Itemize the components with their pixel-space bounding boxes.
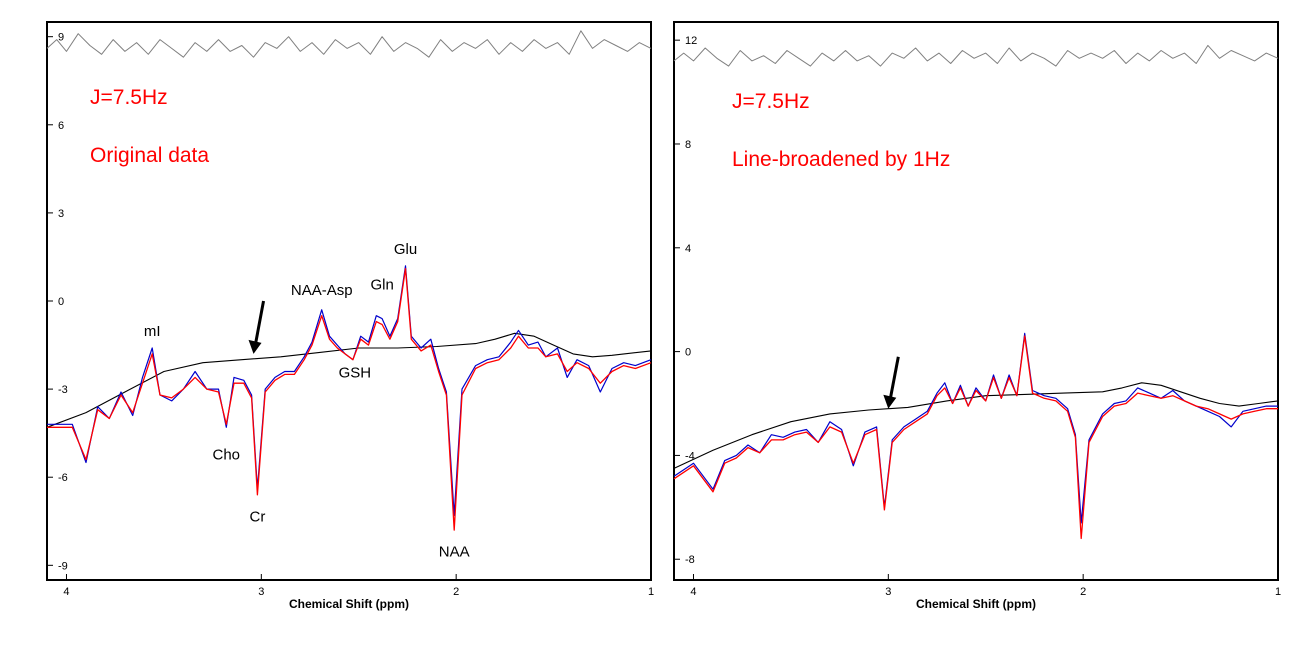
left-spectrum-panel: 9 6 3 0 -3 -6 -9 4 3 2 1 mI Cho Cr NAA-Asp Gln Glu GSH N… <box>46 21 654 611</box>
left-x-axis-label: Chemical Shift (ppm) <box>289 597 409 611</box>
left-y-tick-label: -3 <box>58 384 68 396</box>
left-annotation-j: J=7.5Hz <box>90 86 168 109</box>
right-y-tick-label: 8 <box>685 139 691 151</box>
right-arrow-marker <box>883 356 900 409</box>
right-x-tick-label: 1 <box>1275 586 1281 598</box>
left-series-group <box>46 30 652 531</box>
left-y-tick-label: 9 <box>58 32 64 44</box>
left-y-tick-label: 3 <box>58 208 64 220</box>
peak-label-gln: Gln <box>370 276 393 293</box>
right-baseline-line <box>673 382 1279 469</box>
peak-label-mi: mI <box>144 323 161 340</box>
left-x-axis: 4 3 2 1 <box>63 574 654 598</box>
peak-label-naa: NAA <box>439 544 470 561</box>
peak-label-cr: Cr <box>250 508 266 525</box>
peak-label-cho: Cho <box>212 447 240 464</box>
right-x-tick-label: 3 <box>885 586 891 598</box>
peak-label-glu: Glu <box>394 241 417 258</box>
right-x-tick-label: 4 <box>690 586 696 598</box>
left-y-axis: 9 6 3 0 -3 -6 -9 <box>47 32 68 572</box>
right-spectrum-panel: 12 8 4 0 -4 -8 4 3 2 1 J=7.5Hz Line-broadened by… <box>673 21 1281 611</box>
right-x-axis: 4 3 2 1 <box>690 574 1281 598</box>
right-y-tick-label: -4 <box>685 450 695 462</box>
left-y-tick-label: 6 <box>58 120 64 132</box>
peak-label-gsh: GSH <box>339 364 372 381</box>
right-y-tick-label: -8 <box>685 554 695 566</box>
right-plot-frame <box>673 21 1279 581</box>
left-y-tick-label: -9 <box>58 560 68 572</box>
right-arrow-head <box>883 394 897 409</box>
left-arrow-marker <box>248 300 266 354</box>
right-x-tick-label: 2 <box>1080 586 1086 598</box>
left-arrow-shaft <box>254 300 266 345</box>
right-residual-line <box>673 44 1279 67</box>
left-x-tick-label: 1 <box>648 586 654 598</box>
right-model-fit-line <box>673 335 1278 540</box>
left-plot-frame <box>46 21 652 581</box>
left-arrow-head <box>248 339 262 354</box>
left-x-tick-label: 4 <box>63 586 69 598</box>
right-x-axis-label: Chemical Shift (ppm) <box>916 597 1036 611</box>
left-y-tick-label: 0 <box>58 296 64 308</box>
right-series-group <box>673 44 1279 540</box>
right-y-tick-label: 4 <box>685 243 691 255</box>
left-annotation-original: Original data <box>90 144 209 167</box>
right-annotation-j: J=7.5Hz <box>732 90 810 113</box>
left-peak-labels: mI Cho Cr NAA-Asp Gln Glu GSH NAA <box>144 241 470 560</box>
peak-label-naa-asp: NAA-Asp <box>291 282 353 299</box>
left-x-tick-label: 2 <box>453 586 459 598</box>
left-model-fit-line <box>47 268 652 531</box>
right-annotation-broadened: Line-broadened by 1Hz <box>732 148 950 171</box>
right-y-tick-label: 12 <box>685 35 697 47</box>
right-arrow-shaft <box>888 356 900 399</box>
left-x-tick-label: 3 <box>258 586 264 598</box>
left-y-tick-label: -6 <box>58 472 68 484</box>
right-y-tick-label: 0 <box>685 347 691 359</box>
left-residual-line <box>46 30 652 58</box>
right-y-axis: 12 8 4 0 -4 -8 <box>674 35 697 566</box>
